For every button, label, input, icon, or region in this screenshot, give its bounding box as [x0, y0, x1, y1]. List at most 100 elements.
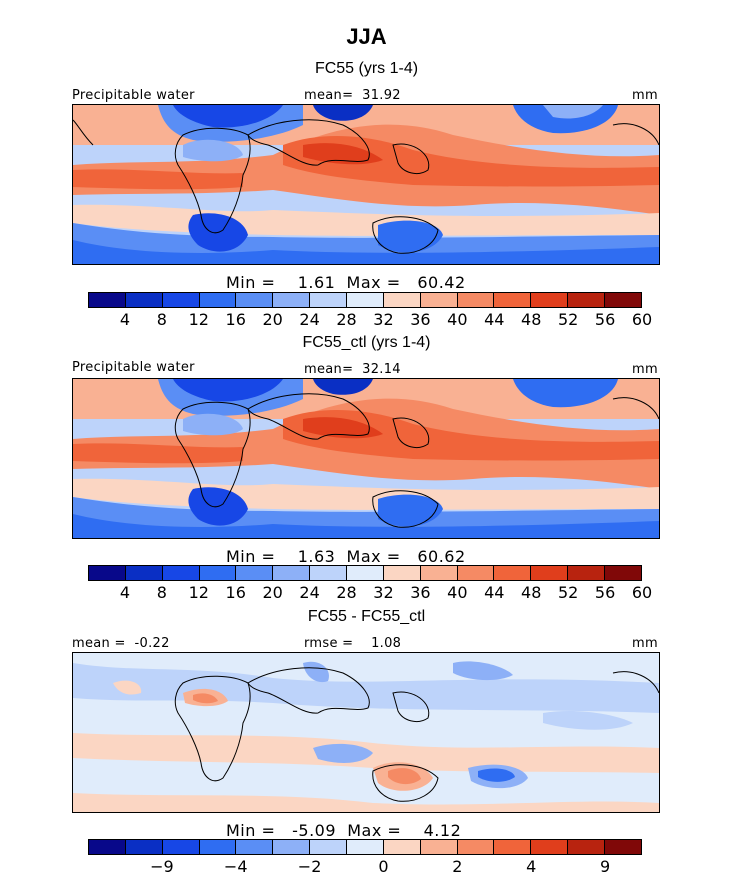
colorbar-tick-label: 4 — [526, 857, 537, 876]
colorbar-1 — [88, 292, 642, 308]
colorbar-swatch — [605, 293, 641, 307]
panel-1-units-label: mm — [632, 88, 658, 103]
panel-3-min-max: Min = -5.09 Max = 4.12 — [226, 821, 462, 840]
colorbar-tick-label: 16 — [225, 310, 246, 329]
colorbar-tick-label: 48 — [521, 583, 542, 602]
colorbar-tick-label: 8 — [156, 583, 167, 602]
colorbar-swatch — [125, 566, 163, 580]
colorbar-tick-label: 20 — [262, 583, 283, 602]
colorbar-tick-label: 4 — [119, 310, 131, 329]
colorbar-swatch — [273, 840, 311, 854]
colorbar-swatch — [347, 840, 384, 854]
colorbar-tick-label: 48 — [521, 310, 542, 329]
colorbar-swatch — [347, 293, 384, 307]
colorbar-tick-label: 24 — [299, 310, 320, 329]
panel-2-min-max: Min = 1.63 Max = 60.62 — [226, 547, 466, 566]
colorbar-swatch — [568, 840, 606, 854]
panel-2-title: FC55_ctl (yrs 1-4) — [302, 334, 431, 351]
colorbar-tick-label: −9 — [150, 857, 174, 876]
colorbar-tick-label: 36 — [410, 583, 431, 602]
colorbar-tick-label: 56 — [594, 310, 616, 329]
colorbar-swatch — [310, 293, 348, 307]
colorbar-swatch — [125, 293, 163, 307]
colorbar-tick-label: 60 — [631, 310, 653, 329]
colorbar-swatch — [531, 840, 569, 854]
colorbar-swatch — [89, 566, 126, 580]
colorbar-tick-label: 12 — [188, 310, 209, 329]
colorbar-swatch — [347, 566, 384, 580]
colorbar-tick-label: 20 — [262, 310, 283, 329]
colorbar-tick-label: −2 — [297, 857, 322, 876]
colorbar-tick-label: 8 — [156, 310, 167, 329]
colorbar-2 — [88, 565, 642, 581]
colorbar-swatch — [236, 840, 274, 854]
colorbar-tick-label: 36 — [410, 310, 431, 329]
colorbar-swatch — [531, 566, 569, 580]
colorbar-swatch — [310, 566, 348, 580]
panel-3-rmse-label: rmse = 1.08 — [304, 636, 402, 651]
colorbar-swatch — [383, 566, 421, 580]
colorbar-2-ticks: 4 8 12 16 20 24 28 32 36 40 44 48 52 56 60 — [88, 583, 652, 603]
colorbar-3-ticks: −9 −4 −2 0 2 4 9 — [88, 857, 642, 877]
colorbar-swatch — [420, 293, 458, 307]
colorbar-swatch — [605, 840, 641, 854]
colorbar-swatch — [457, 293, 495, 307]
colorbar-swatch — [162, 293, 200, 307]
colorbar-tick-label: 60 — [631, 583, 653, 602]
panel-2-units-label: mm — [632, 362, 658, 377]
figure-title: JJA — [346, 24, 387, 49]
panel-2-variable-label: Precipitable water — [72, 360, 195, 375]
colorbar-3 — [88, 839, 642, 855]
colorbar-1-ticks: 4 8 12 16 20 24 28 32 36 40 44 48 52 56 60 — [88, 310, 652, 330]
panel-1-map — [72, 104, 660, 265]
panel-3-field — [73, 653, 659, 812]
colorbar-tick-label: 16 — [225, 583, 246, 602]
colorbar-swatch — [420, 566, 458, 580]
panel-1-field — [73, 105, 659, 264]
panel-3-map — [72, 652, 660, 813]
colorbar-tick-label: 56 — [594, 583, 616, 602]
colorbar-tick-label: 32 — [373, 310, 394, 329]
panel-1-min-max: Min = 1.61 Max = 60.42 — [226, 273, 466, 292]
colorbar-swatch — [162, 566, 200, 580]
colorbar-swatch — [457, 840, 495, 854]
panel-2-map — [72, 378, 660, 539]
colorbar-swatch — [236, 293, 274, 307]
colorbar-tick-label: 12 — [188, 583, 209, 602]
colorbar-tick-label: 9 — [599, 857, 611, 876]
colorbar-tick-label: 2 — [452, 857, 463, 876]
panel-2-mean-label: mean= 32.14 — [304, 362, 401, 377]
colorbar-tick-label: 32 — [373, 583, 394, 602]
panel-3-units-label: mm — [632, 636, 658, 651]
colorbar-swatch — [162, 840, 200, 854]
colorbar-tick-label: 40 — [447, 310, 468, 329]
colorbar-swatch — [494, 566, 532, 580]
colorbar-swatch — [310, 840, 348, 854]
colorbar-swatch — [457, 566, 495, 580]
colorbar-swatch — [568, 293, 606, 307]
colorbar-swatch — [89, 293, 126, 307]
colorbar-swatch — [531, 293, 569, 307]
colorbar-tick-label: 0 — [378, 857, 389, 876]
colorbar-tick-label: 44 — [484, 583, 505, 602]
colorbar-swatch — [568, 566, 606, 580]
colorbar-swatch — [125, 840, 163, 854]
panel-3-title: FC55 - FC55_ctl — [307, 608, 426, 625]
colorbar-swatch — [383, 840, 421, 854]
colorbar-swatch — [273, 566, 311, 580]
colorbar-tick-label: 40 — [447, 583, 468, 602]
panel-1-title: FC55 (yrs 1-4) — [314, 60, 419, 77]
colorbar-swatch — [494, 293, 532, 307]
colorbar-tick-label: 28 — [336, 310, 357, 329]
colorbar-tick-label: 52 — [557, 310, 579, 329]
panel-3-mean-label: mean = -0.22 — [72, 636, 170, 651]
colorbar-swatch — [89, 840, 126, 854]
colorbar-tick-label: 28 — [336, 583, 357, 602]
colorbar-swatch — [273, 293, 311, 307]
colorbar-swatch — [236, 566, 274, 580]
colorbar-tick-label: 52 — [557, 583, 579, 602]
colorbar-tick-label: 44 — [484, 310, 505, 329]
colorbar-tick-label: 4 — [119, 583, 131, 602]
panel-2-field — [73, 379, 659, 538]
colorbar-swatch — [199, 293, 237, 307]
